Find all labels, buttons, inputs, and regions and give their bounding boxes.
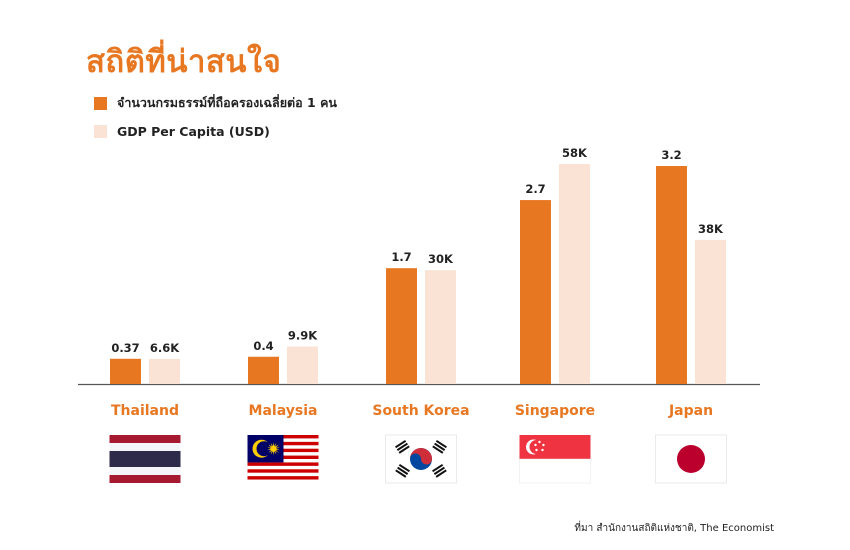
legend-item-gdp: GDP Per Capita (USD) [94,123,337,139]
category-label-malaysia: Malaysia [249,403,318,419]
data-label-policies-singapore: 2.7 [525,182,545,196]
data-label-gdp-thailand: 6.6K [150,341,180,355]
data-label-gdp-malaysia: 9.9K [288,328,318,342]
data-label-gdp-japan: 38K [698,222,724,236]
legend-label-gdp: GDP Per Capita (USD) [117,123,270,139]
legend: จำนวนกรมธรรม์ที่ถือครองเฉลี่ยต่อ 1 คน GD… [94,95,337,151]
data-label-policies-south-korea: 1.7 [391,250,411,264]
singapore-flag-icon [519,435,591,484]
bar-policies-japan [656,166,687,384]
bar-gdp-singapore [559,164,590,384]
bar-policies-singapore [520,200,551,384]
data-label-policies-japan: 3.2 [661,148,681,162]
bar-policies-thailand [110,358,141,384]
data-label-policies-thailand: 0.37 [111,341,139,355]
bar-gdp-japan [695,239,726,384]
legend-swatch-gdp [94,124,107,138]
data-label-gdp-south-korea: 30K [428,252,454,266]
bar-policies-malaysia [248,356,279,384]
south-korea-flag-icon [385,434,457,484]
japan-flag-icon [655,434,727,484]
category-label-thailand: Thailand [111,403,179,419]
legend-label-policies: จำนวนกรมธรรม์ที่ถือครองเฉลี่ยต่อ 1 คน [117,95,337,110]
legend-swatch-policies [94,96,107,110]
malaysia-flag-icon [247,435,319,484]
chart-title: สถิติที่น่าสนใจ [86,44,282,80]
thailand-flag-icon [109,435,181,483]
bar-policies-south-korea [386,268,417,384]
source-note: ที่มา สำนักงานสถิติแห่งชาติ, The Economi… [574,523,774,534]
category-label-singapore: Singapore [515,403,595,419]
category-label-japan: Japan [668,403,713,419]
bar-gdp-thailand [149,358,180,384]
data-label-policies-malaysia: 0.4 [253,339,273,353]
category-label-south-korea: South Korea [372,403,469,419]
data-label-gdp-singapore: 58K [562,146,588,160]
bar-gdp-south-korea [425,270,456,384]
bar-gdp-malaysia [287,346,318,384]
legend-item-policies: จำนวนกรมธรรม์ที่ถือครองเฉลี่ยต่อ 1 คน [94,95,337,111]
